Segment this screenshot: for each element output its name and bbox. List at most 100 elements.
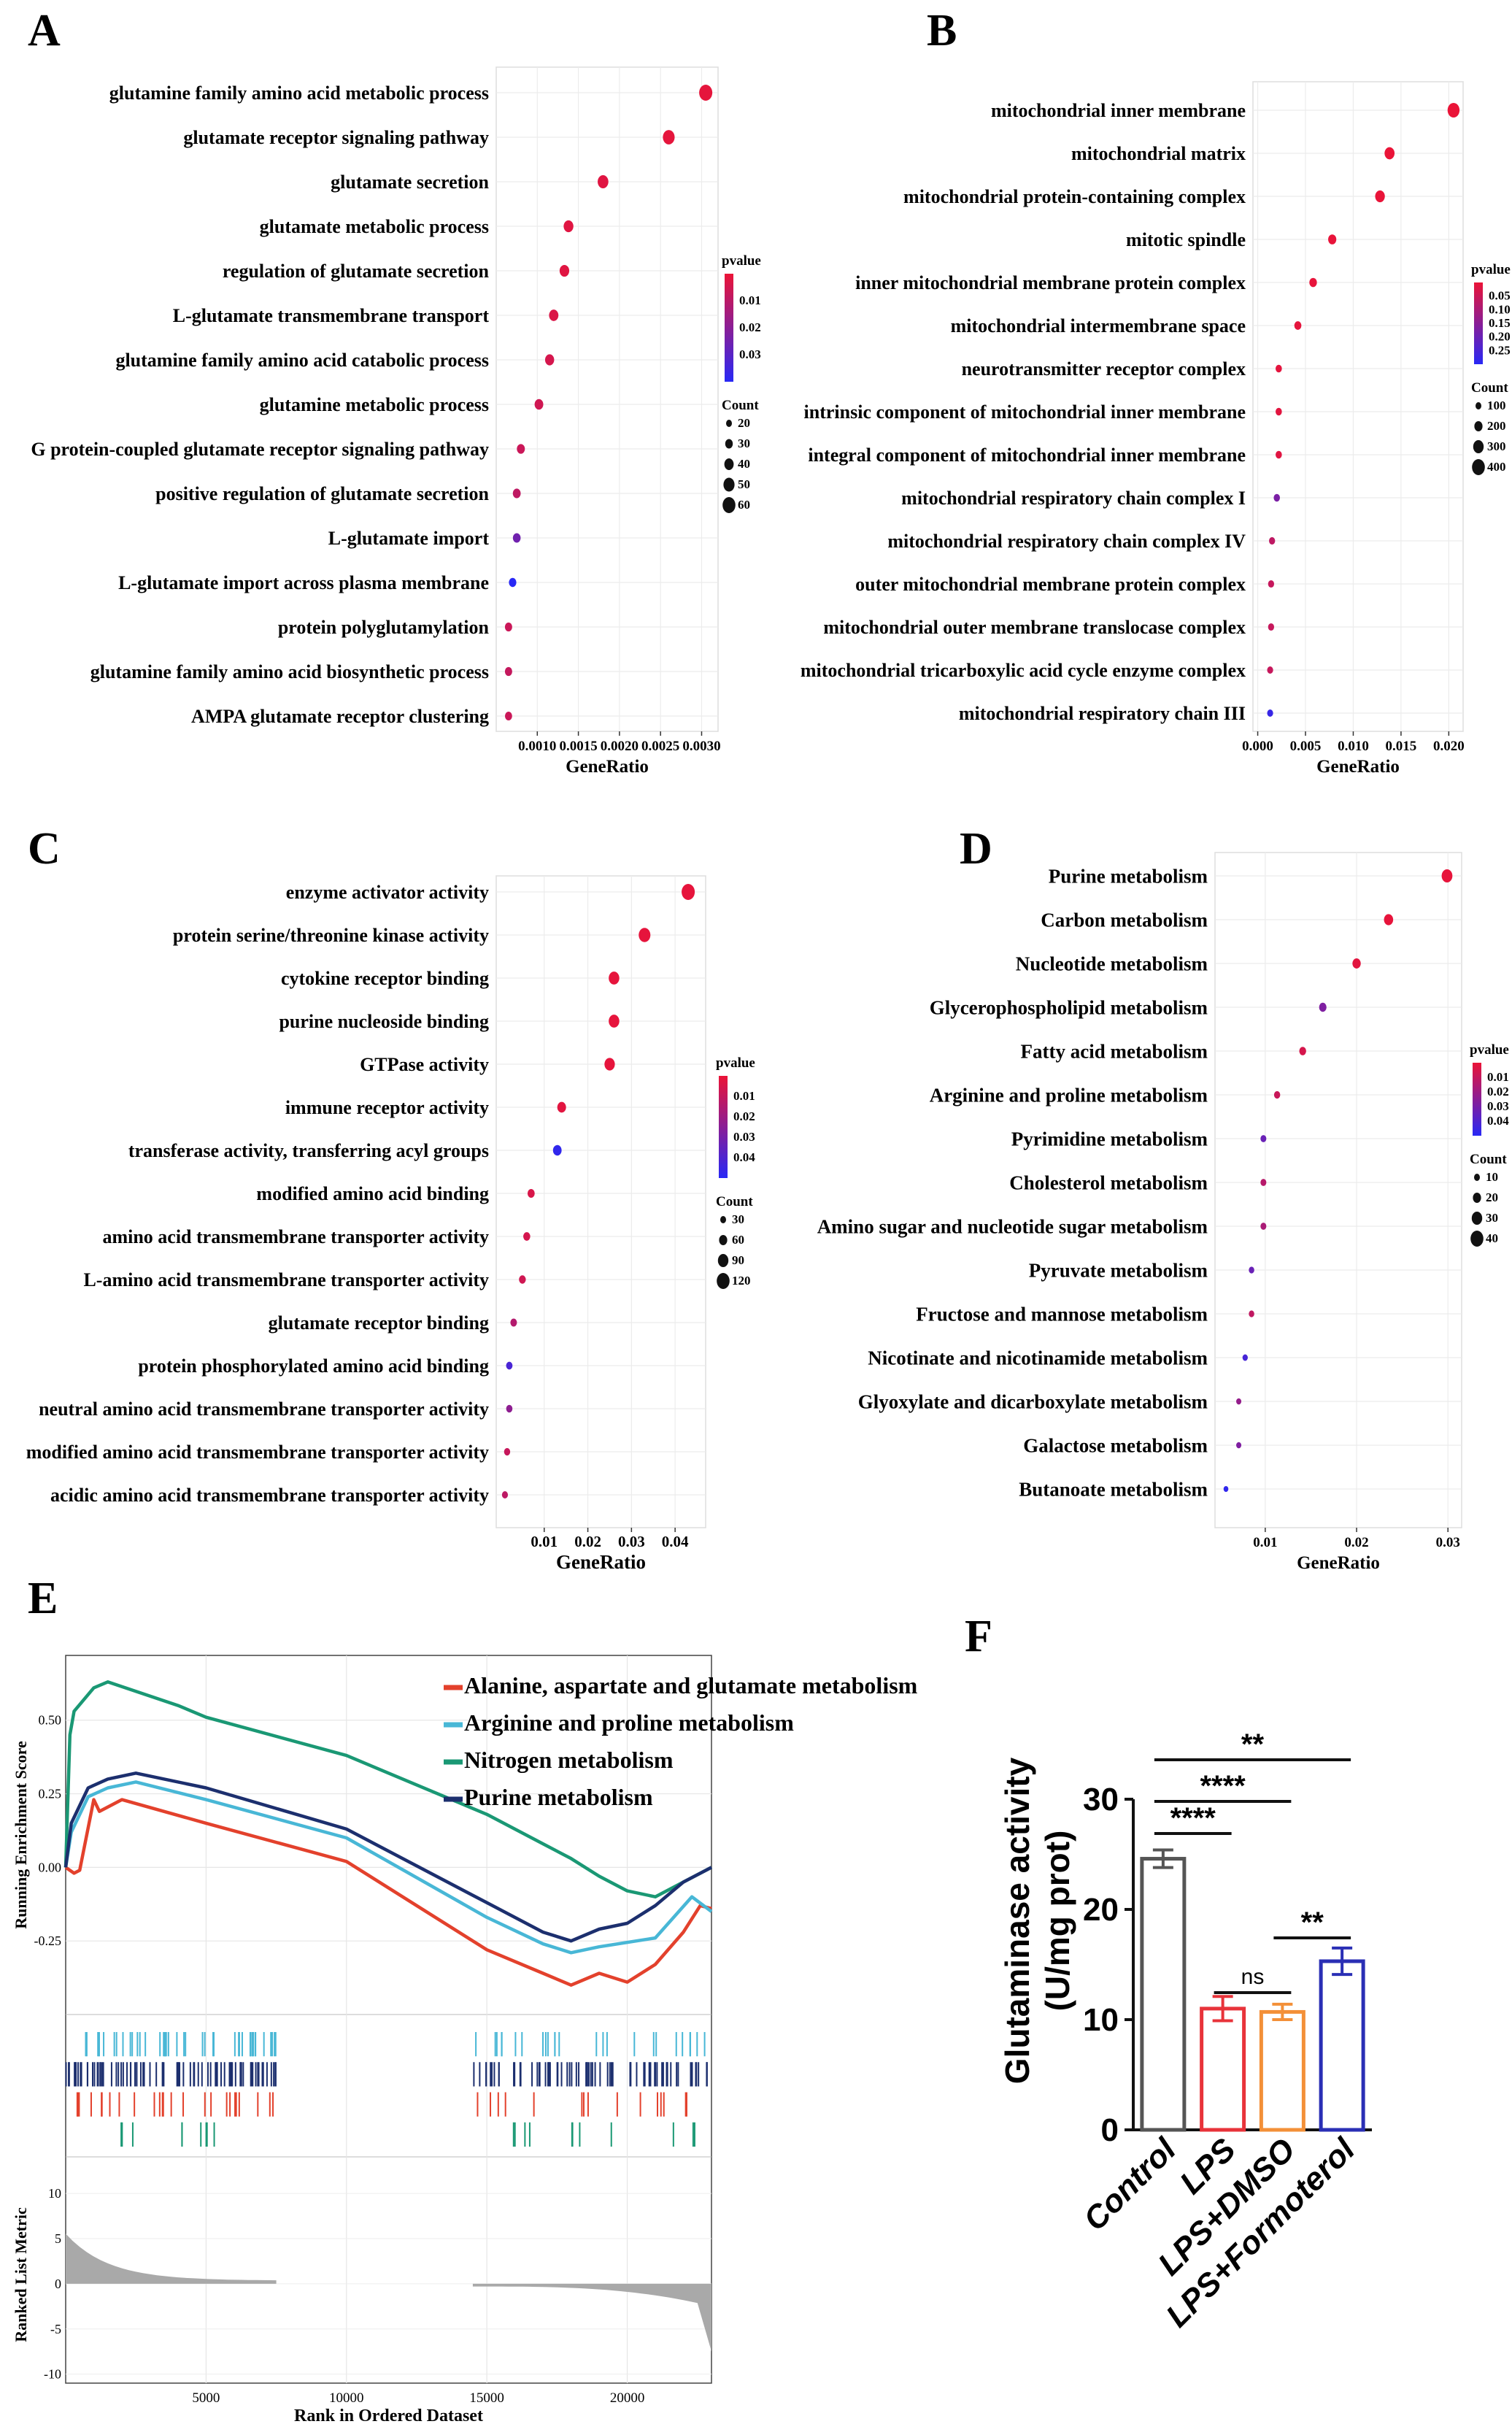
term-label: glutamine family amino acid catabolic pr… — [115, 350, 489, 371]
data-point — [609, 1015, 620, 1028]
pvalue-tick-label: 0.02 — [1487, 1085, 1509, 1099]
term-label: modified amino acid transmembrane transp… — [26, 1442, 489, 1463]
x-tick-label: 5000 — [192, 2390, 220, 2406]
ranked-metric-positive — [66, 2233, 277, 2284]
count-legend-label: 40 — [738, 457, 750, 471]
panel-letter-f: F — [965, 1612, 992, 1661]
term-label: L-amino acid transmembrane transporter a… — [83, 1269, 489, 1290]
term-label: integral component of mitochondrial inne… — [808, 445, 1246, 466]
data-point — [682, 884, 695, 900]
data-point — [517, 444, 525, 454]
term-label: amino acid transmembrane transporter act… — [102, 1226, 489, 1247]
data-point — [663, 130, 675, 145]
data-point — [501, 1491, 509, 1498]
panel-letter-c: C — [28, 824, 61, 874]
x-tick-label: 0.015 — [1386, 739, 1417, 754]
count-legend-label: 30 — [738, 436, 750, 450]
panel-letter-a: A — [28, 6, 61, 55]
data-point — [1242, 1354, 1248, 1361]
data-point — [1375, 190, 1385, 203]
term-label: mitochondrial inner membrane — [991, 100, 1246, 121]
x-tick-label: 0.0010 — [518, 739, 556, 754]
term-label: protein polyglutamylation — [278, 617, 490, 638]
significance-label: ** — [1241, 1728, 1265, 1761]
data-point — [557, 1101, 566, 1113]
data-point — [519, 1275, 526, 1284]
term-label: mitochondrial outer membrane translocase… — [823, 617, 1246, 638]
pvalue-tick-label: 0.01 — [1487, 1070, 1509, 1084]
count-legend-label: 90 — [732, 1253, 744, 1267]
pvalue-tick-label: 0.10 — [1489, 302, 1511, 316]
x-axis-title: GeneRatio — [566, 757, 649, 777]
kegg-dotplot-d: Purine metabolism Carbon metabolism Nucleo… — [817, 852, 1509, 1573]
data-point — [1352, 958, 1361, 969]
y-tick-label: 0.00 — [39, 1860, 62, 1874]
data-point — [527, 1189, 535, 1198]
gsea-plot-e: 0.50 0.25 0.00 -0.25 10 5 0 -5 -10 5000 10000 15000… — [12, 1655, 918, 2424]
plot-area — [495, 66, 719, 732]
panel-letter-b: B — [927, 6, 957, 55]
pvalue-tick-label: 0.02 — [739, 320, 761, 334]
data-point — [1249, 1310, 1254, 1317]
term-label: AMPA glutamate receptor clustering — [191, 706, 489, 727]
term-label: transferase activity, transferring acyl … — [128, 1140, 489, 1161]
count-legend-label: 50 — [738, 477, 750, 491]
count-legend-label: 200 — [1487, 419, 1506, 433]
term-label: acidic amino acid transmembrane transpor… — [50, 1485, 489, 1506]
panel-letter-d: D — [960, 824, 992, 874]
term-label: glutamate metabolic process — [260, 216, 489, 237]
term-label: intrinsic component of mitochondrial inn… — [804, 401, 1246, 423]
x-tick-label: 0.0025 — [641, 739, 679, 754]
significance-label: ** — [1301, 1907, 1324, 1939]
term-label: glutamate receptor signaling pathway — [183, 127, 489, 148]
plot-area — [1252, 81, 1464, 732]
x-tick-label: 0.000 — [1242, 739, 1273, 754]
term-label: Nucleotide metabolism — [1016, 953, 1208, 974]
go-dotplot-b: mitochondrial inner membrane mitochondria… — [801, 81, 1511, 777]
x-axis-title: Rank in Ordered Dataset — [294, 2406, 483, 2424]
count-legend-dot — [725, 439, 733, 449]
legend-label: Purine metabolism — [464, 1784, 653, 1810]
count-legend-dot — [1471, 1212, 1483, 1225]
data-point — [1267, 666, 1273, 674]
data-point — [512, 533, 521, 543]
pvalue-tick-label: 0.20 — [1489, 330, 1511, 344]
x-tick-label: 0.01 — [531, 1533, 558, 1550]
term-label: mitochondrial respiratory chain complex … — [901, 488, 1246, 509]
term-label: Amino sugar and nucleotide sugar metabol… — [817, 1215, 1208, 1237]
pvalue-tick-label: 0.05 — [1489, 289, 1511, 303]
x-tick-label: 0.03 — [618, 1533, 645, 1550]
term-label: Galactose metabolism — [1023, 1434, 1208, 1456]
data-point — [1276, 407, 1282, 416]
term-label: protein serine/threonine kinase activity — [173, 925, 489, 946]
term-label: purine nucleoside binding — [279, 1011, 489, 1032]
data-point — [1273, 1090, 1281, 1099]
term-label: mitochondrial tricarboxylic acid cycle e… — [801, 660, 1246, 681]
count-legend-dot — [1476, 402, 1481, 409]
count-legend-dot — [1472, 459, 1485, 475]
es-curve — [63, 1680, 713, 1898]
y-axis-title-top: Running Enrichment Score — [12, 1741, 30, 1929]
y-tick-label: -0.25 — [34, 1934, 62, 1948]
y-tick-label: 10 — [1083, 2002, 1119, 2038]
term-label: cytokine receptor binding — [281, 968, 489, 989]
term-label: Butanoate metabolism — [1019, 1478, 1208, 1500]
count-legend-dot — [720, 1216, 726, 1223]
count-legend-dot — [723, 477, 735, 492]
gsea-frame — [65, 1655, 712, 2384]
x-tick-label: 0.04 — [662, 1533, 689, 1550]
y-tick-label: 0.50 — [39, 1713, 62, 1728]
pvalue-tick-label: 0.01 — [733, 1089, 755, 1103]
y-tick-label: 0 — [1101, 2112, 1119, 2148]
term-label: G protein-coupled glutamate receptor sig… — [31, 439, 489, 460]
term-label: L-glutamate transmembrane transport — [173, 305, 490, 326]
count-legend-label: 30 — [1486, 1211, 1498, 1225]
term-label: mitochondrial matrix — [1071, 143, 1246, 164]
ranked-metric-negative — [472, 2283, 711, 2352]
term-label: Fructose and mannose metabolism — [916, 1303, 1208, 1325]
count-legend-label: 10 — [1486, 1170, 1498, 1184]
term-label: modified amino acid binding — [256, 1183, 489, 1204]
term-label: Fatty acid metabolism — [1021, 1040, 1208, 1062]
term-label: Glyoxylate and dicarboxylate metabolism — [858, 1390, 1208, 1412]
pvalue-legend-title: pvalue — [1470, 1042, 1509, 1058]
